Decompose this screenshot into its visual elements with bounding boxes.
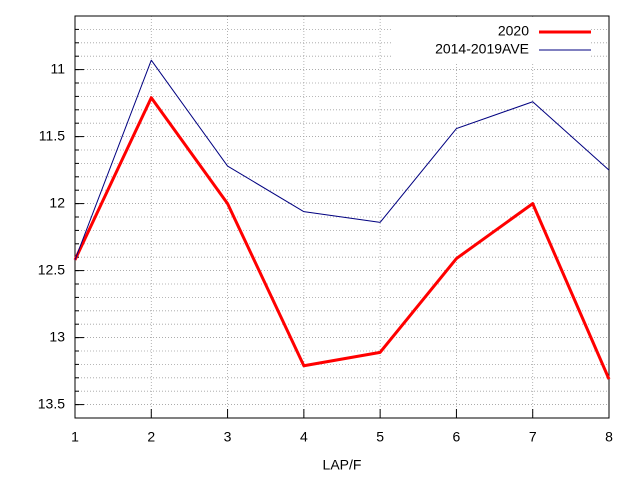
- x-tick-label: 2: [147, 429, 155, 445]
- x-tick-label: 6: [453, 429, 461, 445]
- plot-frame: [74, 15, 610, 419]
- y-tick-label: 13: [49, 328, 65, 344]
- legend-label: 2020: [498, 23, 529, 39]
- x-tick-label: 3: [224, 429, 232, 445]
- x-axis-label: LAP/F: [323, 457, 362, 473]
- x-tick-label: 8: [605, 429, 613, 445]
- y-tick-label: 12: [49, 194, 65, 210]
- series-line: [74, 59, 610, 261]
- legend-label: 2014-2019AVE: [435, 41, 529, 57]
- legend-box: [391, 18, 591, 62]
- x-tick-label: 7: [529, 429, 537, 445]
- y-tick-label: 13.5: [38, 395, 65, 411]
- y-tick-label: 11.5: [39, 127, 65, 143]
- y-tick-label: 12.5: [38, 261, 65, 277]
- legend: 2020 2014-2019AVE: [391, 18, 591, 62]
- y-tick-label: 11: [50, 60, 65, 76]
- series-line: [73, 96, 611, 380]
- x-tick-label: 5: [376, 429, 384, 445]
- x-tick-label: 4: [300, 429, 308, 445]
- x-tick-label: 1: [71, 429, 79, 445]
